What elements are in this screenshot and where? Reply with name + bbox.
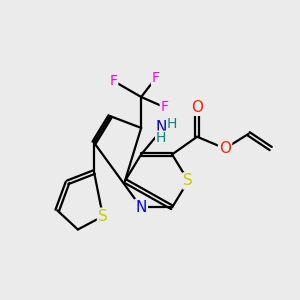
Text: O: O xyxy=(219,141,231,156)
Text: N: N xyxy=(136,200,147,215)
Text: F: F xyxy=(109,74,117,88)
Text: S: S xyxy=(98,209,108,224)
Text: N: N xyxy=(155,120,166,135)
Text: F: F xyxy=(161,100,169,114)
Text: H: H xyxy=(167,116,177,130)
Text: F: F xyxy=(152,71,160,85)
Text: H: H xyxy=(156,131,166,145)
Text: S: S xyxy=(183,173,193,188)
Text: O: O xyxy=(191,100,203,115)
